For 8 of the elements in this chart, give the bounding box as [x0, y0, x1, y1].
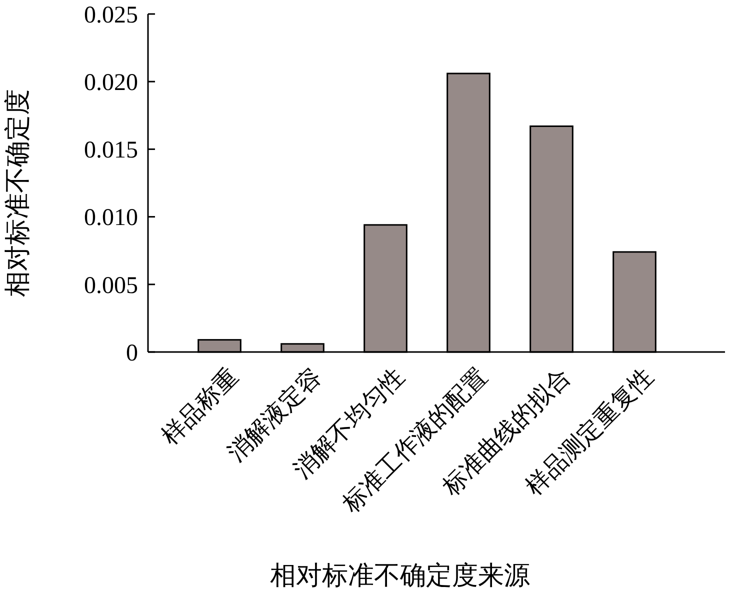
y-tick-label: 0.015	[84, 138, 138, 164]
y-axis-title: 相对标准不确定度	[3, 89, 32, 297]
y-tick-label: 0.005	[84, 272, 138, 299]
y-tick-label: 0.020	[84, 70, 138, 96]
y-tick-label: 0.025	[84, 2, 138, 28]
x-axis-title: 相对标准不确定度来源	[270, 561, 530, 590]
y-tick-label: 0	[126, 340, 138, 366]
y-tick-label: 0.010	[84, 205, 138, 232]
